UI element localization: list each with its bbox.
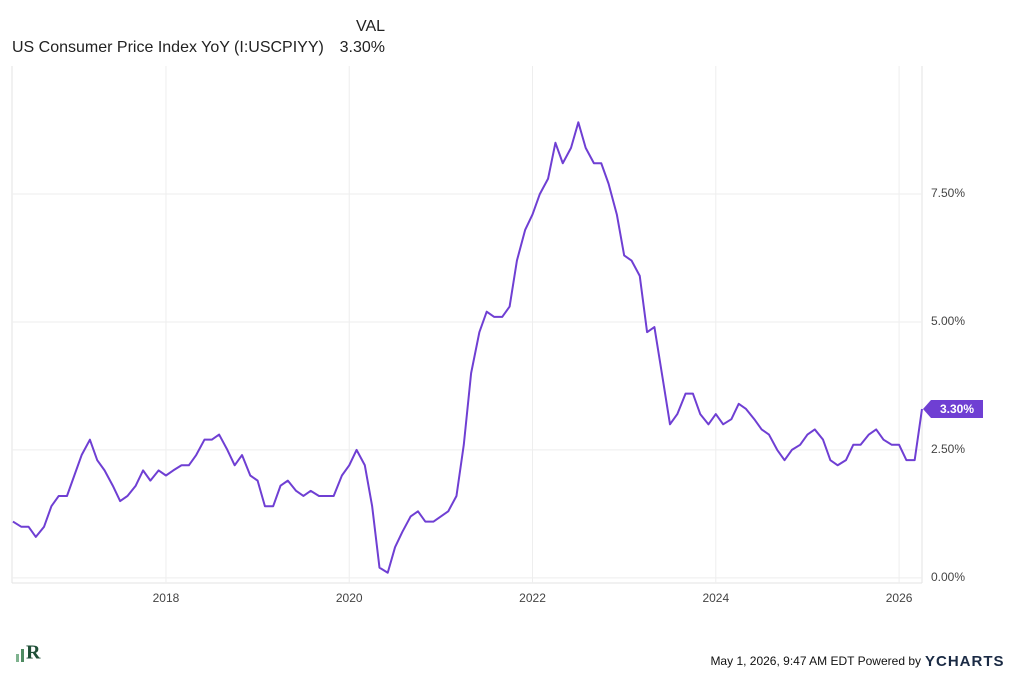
x-tick-label: 2022 <box>519 591 546 605</box>
y-tick-label: 7.50% <box>931 186 965 200</box>
latest-value-badge: 3.30% <box>923 399 983 418</box>
y-tick-label: 5.00% <box>931 314 965 328</box>
y-tick-label: 2.50% <box>931 442 965 456</box>
value-heading: VAL <box>356 18 385 35</box>
x-tick-label: 2024 <box>702 591 729 605</box>
series-name: US Consumer Price Index YoY (I:USCPIYY) <box>12 39 324 56</box>
latest-value-label: 3.30% <box>940 402 974 416</box>
y-tick-label: 0.00% <box>931 570 965 584</box>
footer-timestamp: May 1, 2026, 9:47 AM EDT Powered by <box>710 654 921 668</box>
svg-text:R: R <box>26 642 41 664</box>
latest-value-marker <box>923 399 983 418</box>
x-tick-label: 2026 <box>886 591 913 605</box>
x-tick-label: 2020 <box>336 591 363 605</box>
logo: R <box>16 642 41 664</box>
series-value: 3.30% <box>340 39 385 56</box>
series-line <box>12 121 923 574</box>
footer-brand: YCHARTS <box>925 653 1005 670</box>
x-tick-label: 2018 <box>153 591 180 605</box>
